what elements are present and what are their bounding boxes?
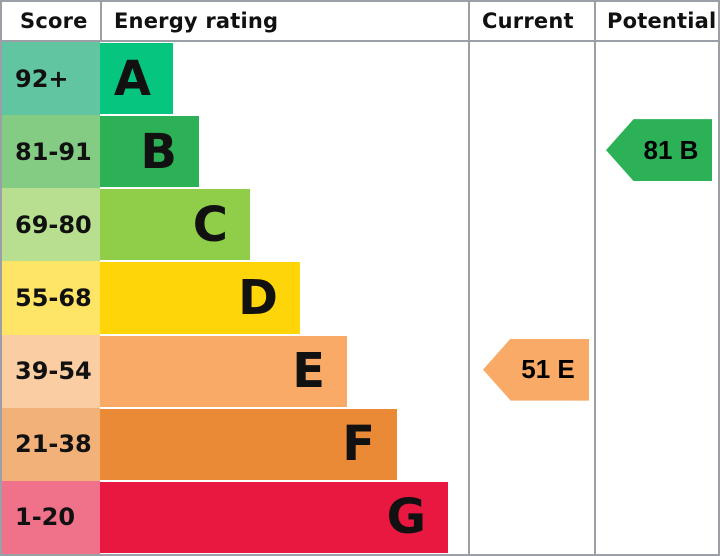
header-energy-rating: Energy rating (102, 2, 470, 40)
rating-bar-b: B (100, 116, 199, 188)
current-rating-arrow: 51 E (483, 338, 589, 401)
rating-bar-c: C (100, 189, 250, 261)
header-score: Score (2, 2, 102, 40)
rating-bar-a: A (100, 43, 173, 115)
current-column-divider (468, 42, 470, 554)
chart-header: Score Energy rating Current Potential (2, 2, 718, 42)
potential-column-divider (594, 42, 596, 554)
score-range-d: 55-68 (2, 261, 100, 335)
rating-bar-d: D (100, 262, 300, 334)
score-range-f: 21-38 (2, 407, 100, 481)
rating-bar-e: E (100, 335, 347, 407)
rating-row-f: 21-38 F (2, 407, 718, 481)
score-range-g: 1-20 (2, 480, 100, 554)
rating-letter-a: A (113, 50, 151, 107)
score-range-c: 69-80 (2, 188, 100, 262)
rating-letter-d: D (238, 269, 278, 326)
header-potential: Potential (607, 9, 717, 33)
rating-letter-c: C (192, 196, 228, 253)
rating-letter-e: E (292, 343, 325, 400)
potential-rating-arrow: 81 B (606, 119, 712, 182)
rating-row-d: 55-68 D (2, 261, 718, 335)
rating-letter-g: G (386, 489, 426, 546)
rating-rows: 92+ A 81-91 B 81 B 69-80 C 55-68 D 39- (2, 42, 718, 554)
rating-row-e: 39-54 E 51 E (2, 334, 718, 408)
score-range-a: 92+ (2, 42, 100, 116)
rating-row-b: 81-91 B 81 B (2, 115, 718, 189)
rating-row-c: 69-80 C (2, 188, 718, 262)
header-current: Current (470, 2, 596, 40)
score-range-e: 39-54 (2, 334, 100, 408)
rating-letter-b: B (140, 123, 177, 180)
rating-bar-f: F (100, 408, 397, 480)
rating-bar-g: G (100, 481, 448, 553)
rating-row-g: 1-20 G (2, 480, 718, 554)
rating-row-a: 92+ A (2, 42, 718, 116)
rating-letter-f: F (342, 416, 375, 473)
score-range-b: 81-91 (2, 115, 100, 189)
